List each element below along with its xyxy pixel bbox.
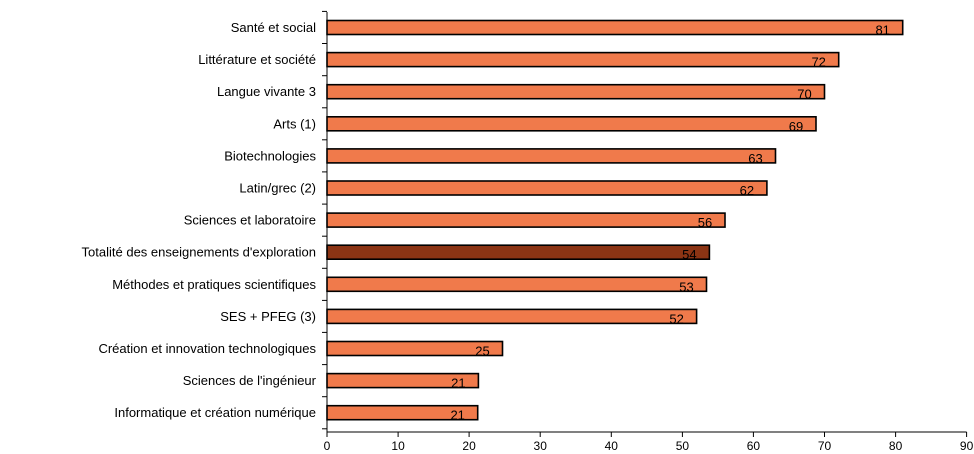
- category-label-8: Totalité des enseignements d'exploration: [82, 245, 316, 260]
- x-tick-label-9: 90: [960, 439, 974, 453]
- category-label-13: Informatique et création numérique: [114, 405, 316, 420]
- value-label-2: 72: [811, 55, 825, 70]
- value-label-10: 52: [669, 311, 683, 326]
- bar-2: [326, 51, 840, 68]
- x-tick-label-0: 0: [324, 439, 331, 453]
- value-label-1: 81: [875, 23, 889, 38]
- category-label-6: Latin/grec (2): [239, 181, 316, 196]
- value-label-3: 70: [797, 87, 811, 102]
- category-label-7: Sciences et laboratoire: [184, 213, 316, 228]
- category-label-4: Arts (1): [273, 116, 316, 131]
- value-label-8: 54: [682, 247, 696, 262]
- value-label-4: 69: [789, 119, 803, 134]
- value-label-11: 25: [475, 344, 489, 359]
- value-label-7: 56: [698, 215, 712, 230]
- value-label-13: 21: [450, 408, 464, 423]
- bar-5: [326, 148, 777, 164]
- x-tick-label-1: 10: [391, 439, 405, 453]
- value-label-5: 63: [748, 151, 762, 166]
- x-tick-label-5: 50: [676, 439, 690, 453]
- category-label-11: Création et innovation technologiques: [98, 341, 316, 356]
- x-tick-label-8: 80: [889, 439, 903, 453]
- category-label-1: Santé et social: [231, 20, 316, 35]
- value-label-6: 62: [740, 183, 754, 198]
- x-tick-label-2: 20: [462, 439, 476, 453]
- x-tick-label-4: 40: [605, 439, 619, 453]
- x-tick-label-7: 70: [818, 439, 832, 453]
- category-label-12: Sciences de l'ingénieur: [183, 373, 317, 388]
- value-label-9: 53: [679, 279, 693, 294]
- bar-1: [326, 19, 904, 36]
- bar-6: [326, 180, 768, 196]
- bar-10: [326, 308, 698, 325]
- bar-4: [326, 116, 817, 132]
- category-label-3: Langue vivante 3: [217, 84, 316, 99]
- bar-3: [326, 83, 826, 100]
- category-label-9: Méthodes et pratiques scientifiques: [112, 277, 316, 292]
- bar-8: [326, 244, 711, 260]
- value-label-12: 21: [451, 376, 465, 391]
- bar-7: [326, 212, 726, 228]
- category-label-10: SES + PFEG (3): [220, 309, 316, 324]
- category-label-5: Biotechnologies: [224, 148, 316, 163]
- x-tick-label-3: 30: [534, 439, 548, 453]
- category-label-2: Littérature et société: [198, 52, 316, 67]
- bar-9: [326, 276, 708, 293]
- x-tick-label-6: 60: [747, 439, 761, 453]
